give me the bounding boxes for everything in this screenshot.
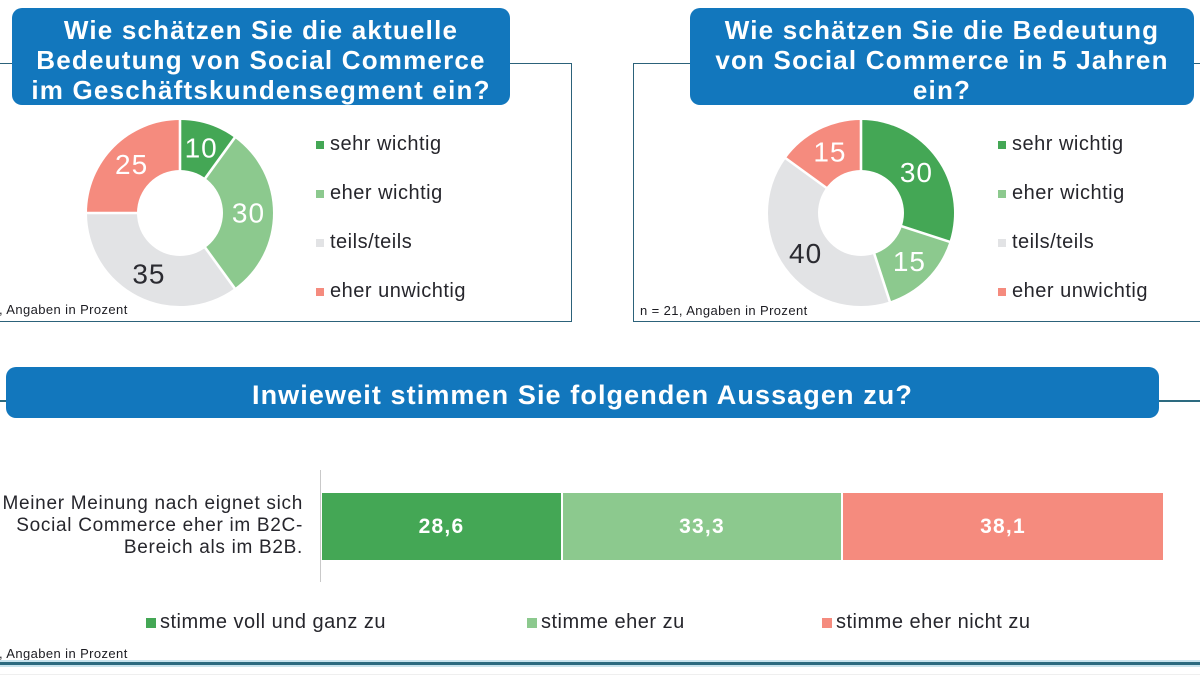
svg-text:30: 30	[232, 198, 265, 229]
svg-text:15: 15	[813, 137, 846, 168]
svg-text:30: 30	[900, 157, 933, 188]
svg-text:40: 40	[789, 238, 822, 269]
svg-text:15: 15	[893, 246, 926, 277]
svg-text:25: 25	[115, 149, 148, 180]
svg-text:10: 10	[185, 132, 218, 163]
svg-text:35: 35	[132, 259, 165, 290]
